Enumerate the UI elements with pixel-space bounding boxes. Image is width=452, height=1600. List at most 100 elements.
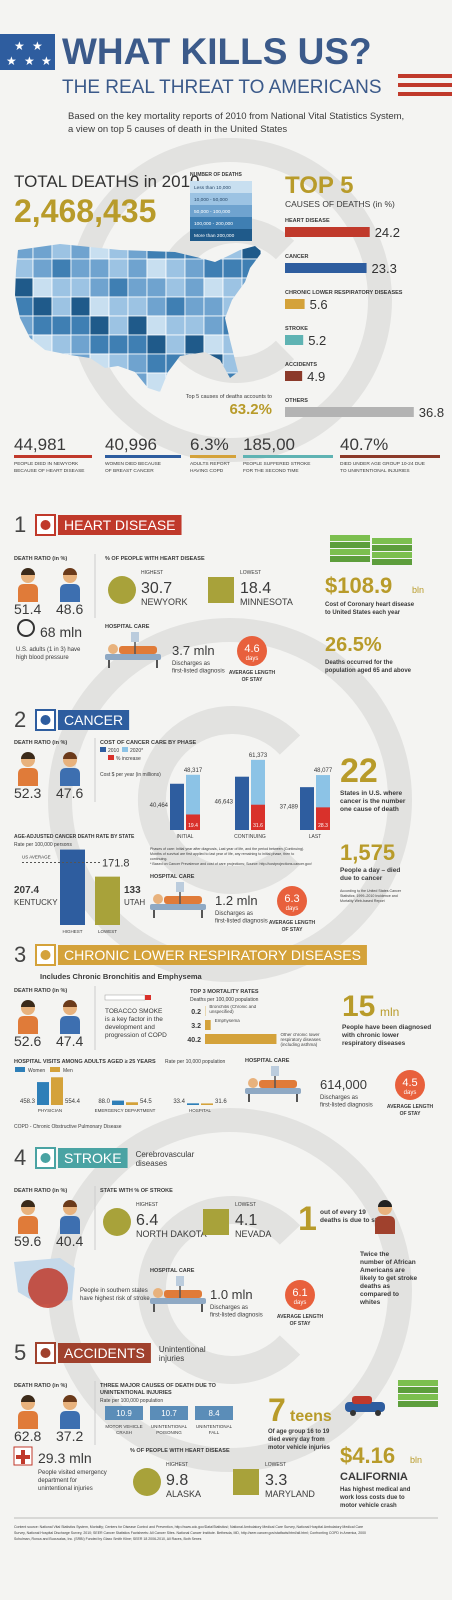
stay-label: OF STAY bbox=[400, 1111, 422, 1117]
cause-label: FALL bbox=[209, 1430, 220, 1435]
diagnosed-unit: mln bbox=[380, 1005, 399, 1019]
tobacco-text: TOBACCO SMOKE bbox=[105, 1008, 163, 1015]
patient-head bbox=[108, 644, 118, 654]
wheel bbox=[350, 1410, 356, 1416]
emergency-text: department for bbox=[38, 1478, 77, 1484]
legend-label: Less than 10,000 bbox=[194, 185, 231, 191]
map-state bbox=[146, 334, 167, 355]
rank-label: LOWEST bbox=[98, 929, 117, 934]
map-state bbox=[89, 296, 110, 317]
map-state bbox=[127, 353, 148, 374]
money bbox=[330, 535, 370, 541]
tobacco-text: is a key factor in the bbox=[105, 1016, 163, 1023]
watermark-c bbox=[137, 706, 301, 894]
cost-text: motor vehicle crash bbox=[340, 1503, 397, 1509]
money bbox=[398, 1387, 438, 1393]
state-shape bbox=[208, 577, 234, 603]
section-subtitle: Unintentional bbox=[159, 1345, 206, 1354]
person-hair bbox=[21, 1000, 35, 1007]
stat-underline bbox=[243, 455, 333, 458]
stripe bbox=[398, 74, 452, 78]
section-title-box bbox=[58, 515, 182, 535]
map-state bbox=[184, 258, 205, 279]
bp-icon bbox=[17, 619, 35, 637]
stat-text: WOMEN DIED BECAUSE bbox=[105, 461, 161, 467]
money bbox=[330, 549, 370, 555]
value-label: 37,489 bbox=[280, 805, 299, 811]
patient-body bbox=[119, 646, 157, 654]
stay-unit: days bbox=[294, 1300, 307, 1306]
map-state bbox=[203, 258, 224, 279]
wrapped-label: Bronchitis (Chronic and unspecified) bbox=[209, 1005, 257, 1014]
african-text: Americans are bbox=[360, 1267, 405, 1274]
money bbox=[398, 1401, 438, 1407]
stat-underline bbox=[14, 455, 92, 458]
category-label: CHRONIC LOWER RESPIRATORY DISEASES bbox=[285, 290, 403, 296]
wrapped-label: Emphysema bbox=[214, 1019, 240, 1023]
bp-value: 68 mln bbox=[40, 624, 82, 640]
african-text: Twice the bbox=[360, 1251, 390, 1258]
value-label: 554.4 bbox=[65, 1099, 81, 1105]
daily-source: Statistics: 1999–2010 Incidence and bbox=[340, 894, 398, 898]
map-state bbox=[146, 277, 167, 298]
hospital-label: HOSPITAL CARE bbox=[105, 624, 150, 630]
high-label: HIGHEST bbox=[141, 570, 163, 576]
cause-box bbox=[105, 1406, 143, 1420]
person-body bbox=[375, 1216, 395, 1234]
stay-label: OF STAY bbox=[282, 927, 304, 933]
chart-subtitle: Rate per 10,000 population bbox=[165, 1059, 226, 1065]
bar bbox=[95, 876, 120, 925]
cost-value: $108.9 bbox=[325, 573, 392, 598]
money bbox=[330, 542, 370, 548]
car bbox=[345, 1402, 385, 1412]
value-label: 40.2 bbox=[187, 1037, 201, 1044]
note: continuing. bbox=[150, 857, 167, 861]
state-shape bbox=[108, 576, 136, 604]
map-state bbox=[89, 334, 110, 355]
rank-label: HIGHEST bbox=[62, 929, 82, 934]
high-label: HIGHEST bbox=[136, 1202, 158, 1208]
map-state bbox=[51, 277, 72, 298]
chart-subtitle: Cost $ per year (in millions) bbox=[100, 772, 161, 778]
star: ★ bbox=[6, 54, 17, 68]
hospital-text: Discharges as bbox=[172, 661, 210, 667]
stripe bbox=[398, 92, 452, 96]
bar bbox=[316, 807, 330, 830]
section-title: ACCIDENTS bbox=[64, 1345, 145, 1361]
states-count-text: States in U.S. where bbox=[340, 790, 403, 797]
value-label: 23.3 bbox=[372, 261, 397, 276]
section-number: 3 bbox=[14, 942, 26, 967]
chart-subtitle: Rate per 100,000 persons bbox=[14, 842, 72, 848]
stat-text: FOR THE SECOND TIME bbox=[243, 468, 299, 474]
stat-text: PEOPLE SUFFERED STROKE bbox=[243, 461, 310, 467]
legend-label: 50,000 - 100,000 bbox=[194, 209, 231, 215]
bed-frame bbox=[105, 654, 161, 660]
category-label: UTAH bbox=[124, 898, 145, 907]
drip-bag bbox=[176, 1276, 184, 1286]
stat-value: 40,996 bbox=[105, 435, 157, 454]
hospital-text: Discharges as bbox=[210, 1305, 248, 1311]
patient-body bbox=[164, 896, 202, 904]
person-hair bbox=[63, 1000, 77, 1007]
high-value: 6.4 bbox=[136, 1212, 158, 1229]
value-label: 19.4 bbox=[188, 823, 198, 829]
hospital-value: 3.7 mln bbox=[172, 643, 215, 658]
map-state bbox=[70, 277, 91, 298]
bar bbox=[51, 1077, 63, 1105]
money bbox=[372, 552, 412, 558]
stay-label: AVERAGE LENGTH bbox=[229, 670, 276, 676]
chart-title: HOSPITAL VISITS AMONG ADULTS AGED ≥ 25 Y… bbox=[14, 1059, 156, 1065]
stay-unit: days bbox=[404, 1090, 417, 1096]
map-state bbox=[146, 353, 167, 374]
map-state bbox=[108, 258, 129, 279]
state-shape bbox=[203, 1209, 229, 1235]
legend-title: NUMBER OF DEATHS bbox=[190, 172, 243, 178]
value-label: 46,643 bbox=[215, 799, 234, 805]
category-label: KENTUCKY bbox=[14, 898, 58, 907]
person-hair bbox=[21, 568, 35, 575]
ratio-value: 47.6 bbox=[56, 785, 83, 801]
daily-source: Mortality Web-based Report bbox=[340, 899, 385, 903]
legend-label: % increase bbox=[116, 756, 141, 762]
map-state bbox=[165, 315, 186, 336]
wrapped-label: Other chronic lower respiratory diseases… bbox=[280, 1033, 321, 1047]
